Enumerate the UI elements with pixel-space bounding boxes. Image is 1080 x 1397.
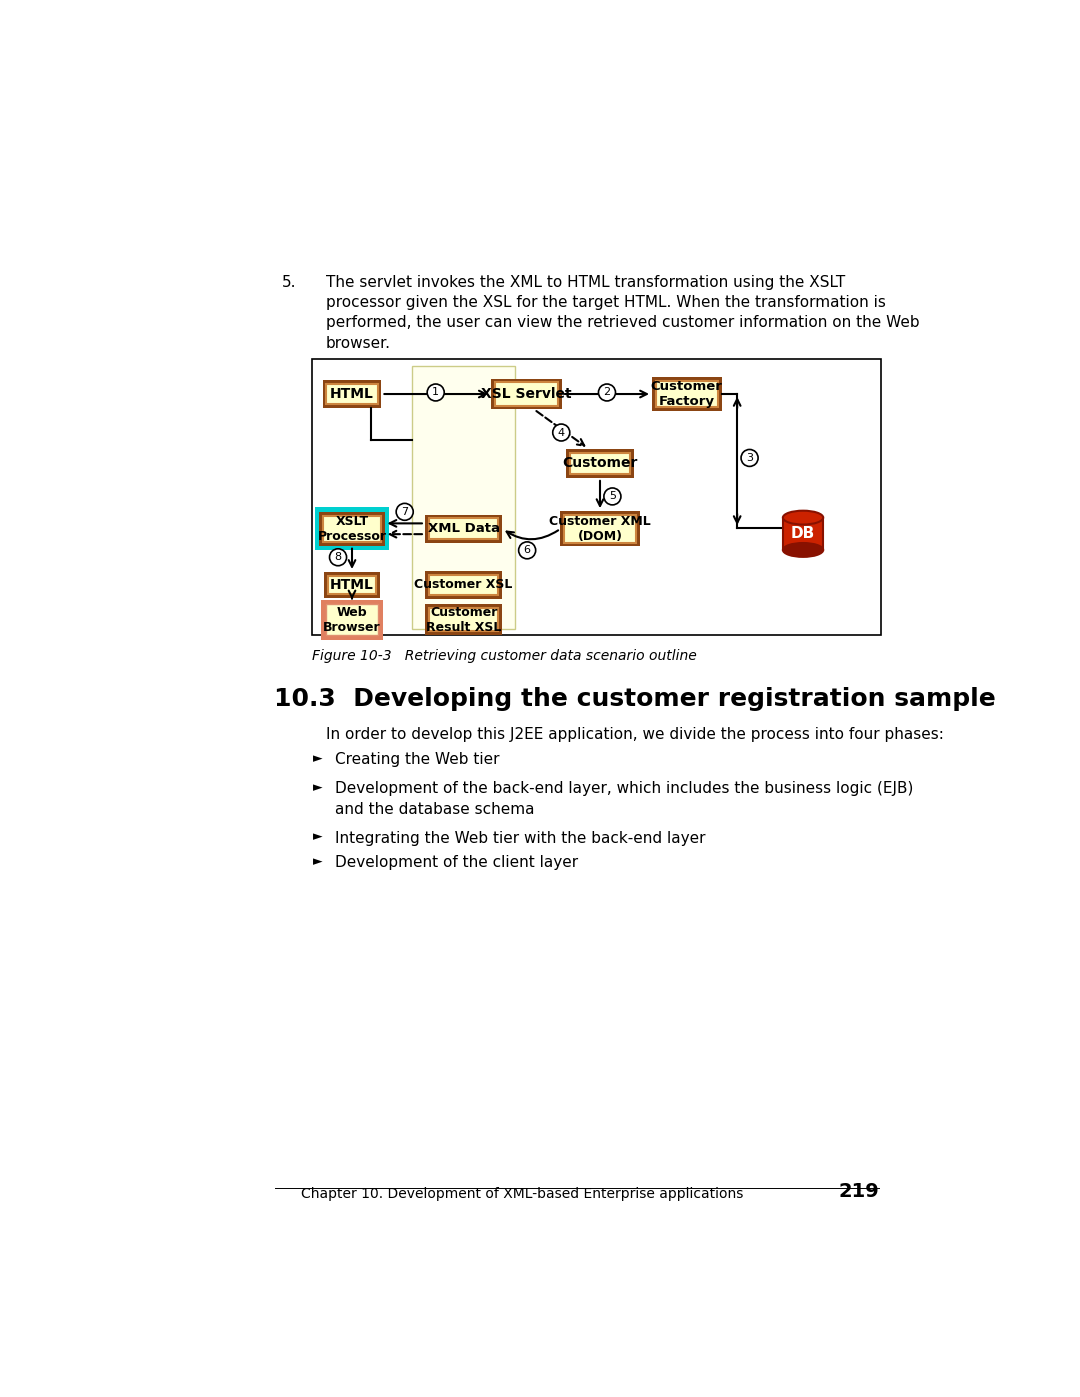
Text: 4: 4 xyxy=(557,427,565,437)
Circle shape xyxy=(598,384,616,401)
Text: Integrating the Web tier with the back-end layer: Integrating the Web tier with the back-e… xyxy=(335,831,705,845)
Text: Development of the client layer: Development of the client layer xyxy=(335,855,578,870)
FancyBboxPatch shape xyxy=(656,381,718,407)
FancyBboxPatch shape xyxy=(413,366,515,629)
Text: ►: ► xyxy=(313,831,323,844)
FancyBboxPatch shape xyxy=(566,448,634,478)
Circle shape xyxy=(604,488,621,504)
Text: 8: 8 xyxy=(335,552,341,562)
Text: 2: 2 xyxy=(604,387,610,398)
Text: 6: 6 xyxy=(524,545,530,556)
Text: Web
Browser: Web Browser xyxy=(323,606,381,634)
Text: 3: 3 xyxy=(746,453,753,462)
Text: 5.: 5. xyxy=(282,275,297,289)
Text: Creating the Web tier: Creating the Web tier xyxy=(335,752,499,767)
Ellipse shape xyxy=(783,543,823,557)
Text: Chapter 10. Development of XML-based Enterprise applications: Chapter 10. Development of XML-based Ent… xyxy=(301,1187,744,1201)
FancyBboxPatch shape xyxy=(495,383,558,405)
FancyBboxPatch shape xyxy=(312,359,880,636)
FancyBboxPatch shape xyxy=(561,511,639,546)
Circle shape xyxy=(428,384,444,401)
Text: XSL Servlet: XSL Servlet xyxy=(481,387,571,401)
FancyBboxPatch shape xyxy=(429,608,499,631)
FancyBboxPatch shape xyxy=(328,576,376,594)
Text: DB: DB xyxy=(791,527,815,541)
FancyBboxPatch shape xyxy=(323,515,380,542)
Text: ►: ► xyxy=(313,781,323,795)
Circle shape xyxy=(396,503,414,520)
FancyBboxPatch shape xyxy=(652,377,721,411)
FancyBboxPatch shape xyxy=(429,518,499,539)
Text: XML Data: XML Data xyxy=(428,522,500,535)
Text: HTML: HTML xyxy=(330,578,374,592)
FancyBboxPatch shape xyxy=(424,514,502,543)
Circle shape xyxy=(518,542,536,559)
Text: 7: 7 xyxy=(401,507,408,517)
Text: HTML: HTML xyxy=(330,387,374,401)
Text: Customer
Result XSL: Customer Result XSL xyxy=(426,606,501,634)
FancyBboxPatch shape xyxy=(570,453,631,474)
Text: Customer XML
(DOM): Customer XML (DOM) xyxy=(549,514,651,543)
Text: In order to develop this J2EE application, we divide the process into four phase: In order to develop this J2EE applicatio… xyxy=(326,728,944,742)
Circle shape xyxy=(329,549,347,566)
FancyBboxPatch shape xyxy=(565,515,636,542)
FancyBboxPatch shape xyxy=(326,384,378,404)
FancyBboxPatch shape xyxy=(323,380,381,408)
Text: Customer XSL: Customer XSL xyxy=(415,578,513,591)
Text: Customer
Factory: Customer Factory xyxy=(651,380,723,408)
Circle shape xyxy=(553,425,570,441)
FancyBboxPatch shape xyxy=(424,571,502,599)
Ellipse shape xyxy=(783,511,823,524)
FancyBboxPatch shape xyxy=(320,511,384,546)
Text: Customer: Customer xyxy=(563,457,637,471)
FancyBboxPatch shape xyxy=(324,571,380,598)
Text: XSLT
Processor: XSLT Processor xyxy=(318,514,387,543)
FancyBboxPatch shape xyxy=(490,379,562,409)
Text: 10.3  Developing the customer registration sample: 10.3 Developing the customer registratio… xyxy=(274,687,996,711)
Text: 1: 1 xyxy=(432,387,440,398)
Text: 219: 219 xyxy=(838,1182,879,1201)
Text: Development of the back-end layer, which includes the business logic (EJB)
and t: Development of the back-end layer, which… xyxy=(335,781,914,817)
Text: ►: ► xyxy=(313,752,323,766)
FancyBboxPatch shape xyxy=(321,599,383,640)
Text: 5: 5 xyxy=(609,492,616,502)
FancyBboxPatch shape xyxy=(429,574,499,595)
Circle shape xyxy=(741,450,758,467)
Text: ►: ► xyxy=(313,855,323,869)
Polygon shape xyxy=(783,518,823,550)
Text: Figure 10-3   Retrieving customer data scenario outline: Figure 10-3 Retrieving customer data sce… xyxy=(312,648,697,664)
Text: The servlet invokes the XML to HTML transformation using the XSLT
processor give: The servlet invokes the XML to HTML tran… xyxy=(326,275,919,351)
FancyBboxPatch shape xyxy=(424,605,502,636)
FancyBboxPatch shape xyxy=(314,507,389,550)
FancyBboxPatch shape xyxy=(326,605,378,636)
